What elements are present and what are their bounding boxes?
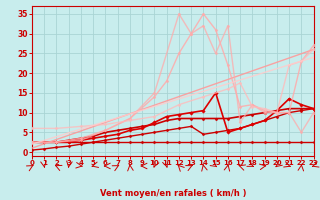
Text: Vent moyen/en rafales ( km/h ): Vent moyen/en rafales ( km/h ) <box>100 189 246 198</box>
